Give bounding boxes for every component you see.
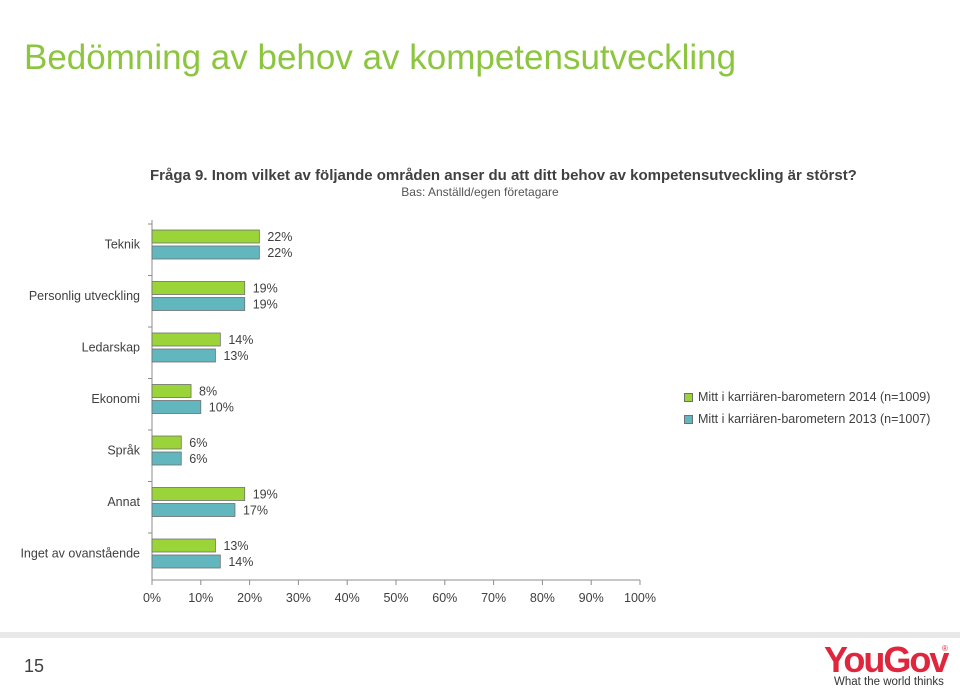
data-label: 19% <box>253 282 278 296</box>
legend-label-2013: Mitt i karriären-barometern 2013 (n=1007… <box>698 412 931 426</box>
bar <box>151 297 246 311</box>
x-tick-label: 40% <box>335 591 360 605</box>
data-label: 22% <box>267 230 292 244</box>
data-label: 13% <box>223 539 248 553</box>
x-tick-label: 80% <box>530 591 555 605</box>
bar <box>151 348 216 363</box>
bar <box>151 384 192 398</box>
x-tick-label: 20% <box>237 591 262 605</box>
data-label: 14% <box>228 333 253 347</box>
x-tick-label: 30% <box>286 591 311 605</box>
page-number: 15 <box>24 656 45 676</box>
data-label: 13% <box>223 349 248 363</box>
category-label: Personlig utveckling <box>29 289 140 303</box>
category-label: Teknik <box>105 238 141 252</box>
chart-legend: Mitt i karriären-barometern 2014 (n=1009… <box>684 386 930 430</box>
bar <box>151 487 246 501</box>
data-label: 17% <box>243 504 268 518</box>
bar-chart: 0% 10% 20% 30% 40% 50% 60% 70% 80% 90% 100% Teknik 2… <box>20 220 656 605</box>
x-tick-label: 70% <box>481 591 506 605</box>
logo-wordmark: YouGov <box>824 639 949 680</box>
logo-tagline: What the world thinks <box>834 676 944 688</box>
data-label: 19% <box>253 298 278 312</box>
legend-swatch-2013 <box>684 414 693 424</box>
x-tick-label: 10% <box>188 591 213 605</box>
category-label: Språk <box>107 444 140 458</box>
data-label: 22% <box>267 246 292 260</box>
legend-item-2013: Mitt i karriären-barometern 2013 (n=1007… <box>684 408 930 430</box>
bar <box>151 435 182 450</box>
footer-band <box>0 632 960 638</box>
bar <box>151 503 236 517</box>
data-label: 19% <box>253 488 278 502</box>
data-label: 6% <box>189 452 207 466</box>
category-label: Annat <box>107 495 140 509</box>
legend-swatch-2014 <box>684 392 693 402</box>
x-tick-label: 50% <box>383 591 408 605</box>
bar <box>151 451 182 466</box>
bar <box>151 400 202 414</box>
category-label: Ledarskap <box>82 341 140 355</box>
base-text: Bas: Anställd/egen företagare <box>401 185 559 199</box>
question-text: Fråga 9. Inom vilket av följande områden… <box>150 167 857 184</box>
page-title: Bedömning av behov av kompetensutvecklin… <box>24 38 737 77</box>
data-label: 8% <box>199 385 217 399</box>
x-tick-label: 90% <box>579 591 604 605</box>
logo-registered-mark: ® <box>942 644 948 653</box>
x-tick-label: 100% <box>624 591 656 605</box>
x-tick-label: 0% <box>143 591 161 605</box>
data-label: 10% <box>209 401 234 415</box>
bar <box>151 281 246 295</box>
bar <box>151 229 260 244</box>
category-label: Ekonomi <box>91 392 140 406</box>
bar <box>151 332 221 347</box>
data-label: 6% <box>189 436 207 450</box>
bar <box>151 538 216 553</box>
legend-label-2014: Mitt i karriären-barometern 2014 (n=1009… <box>698 390 931 404</box>
bar <box>151 554 221 569</box>
bar <box>151 245 260 260</box>
data-label: 14% <box>228 555 253 569</box>
yougov-logo: YouGov ® What the world thinks <box>824 640 954 688</box>
legend-item-2014: Mitt i karriären-barometern 2014 (n=1009… <box>684 386 930 408</box>
x-tick-label: 60% <box>432 591 457 605</box>
category-label: Inget av ovanstående <box>20 547 140 561</box>
